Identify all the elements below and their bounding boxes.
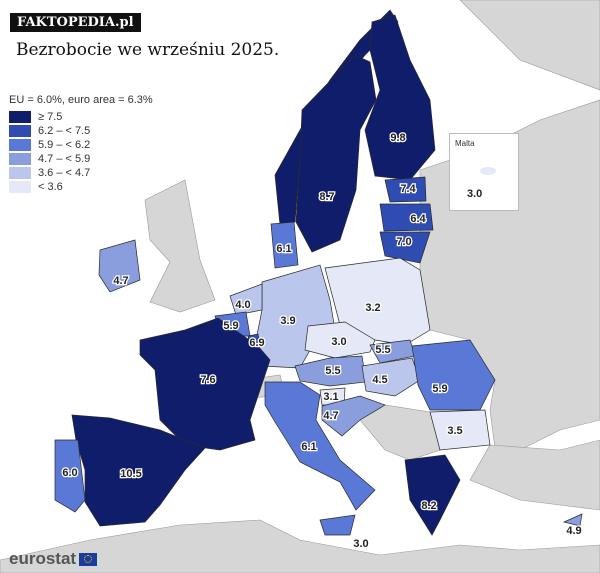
legend-swatch [9, 167, 31, 179]
legend-label: 5.9 – < 6.2 [38, 139, 91, 151]
legend-swatch [9, 125, 31, 137]
region-it-sicily [319, 514, 356, 536]
legend-label: < 3.6 [38, 181, 63, 193]
value-label-mt: 3.0 [353, 538, 368, 550]
legend-label: ≥ 7.5 [38, 111, 63, 123]
region-dk [270, 221, 299, 269]
eu-flag-icon [79, 552, 98, 566]
value-label-fi: 9.8 [390, 132, 405, 144]
legend-header: EU = 6.0%, euro area = 6.3% [9, 94, 153, 106]
brand-watermark: FAKTOPEDIA.pl [10, 13, 141, 32]
legend-item: 6.2 – < 7.5 [9, 124, 153, 138]
value-label-pl: 3.2 [365, 302, 380, 314]
value-label-hu: 4.5 [372, 374, 387, 386]
value-label-se: 8.7 [319, 191, 334, 203]
region-hr [321, 395, 386, 437]
region-gr [404, 454, 461, 536]
region-nl [229, 283, 263, 316]
region-ee [384, 176, 427, 203]
legend-label: 6.2 – < 7.5 [38, 125, 91, 137]
value-label-lu: 6.9 [249, 337, 264, 349]
region-se [295, 54, 377, 253]
legend-swatch [9, 139, 31, 151]
logo-text: eurostat [9, 549, 77, 568]
value-label-hr: 4.7 [323, 410, 338, 422]
legend-swatch [9, 181, 31, 193]
region-es [71, 414, 206, 527]
legend-item: < 3.6 [9, 180, 153, 194]
legend-item: 5.9 – < 6.2 [9, 138, 153, 152]
region-it [264, 381, 376, 511]
value-label-cy: 4.9 [566, 525, 581, 537]
value-label-it: 6.1 [301, 441, 316, 453]
value-label-lt: 7.0 [396, 236, 411, 248]
inset-name: Malta [455, 139, 475, 148]
legend-item: ≥ 7.5 [9, 110, 153, 124]
region-hu [361, 357, 421, 397]
region-lt [379, 231, 431, 264]
legend: EU = 6.0%, euro area = 6.3% ≥ 7.5 6.2 – … [9, 94, 153, 194]
region-bg [429, 409, 491, 451]
legend-item: 3.6 – < 4.7 [9, 166, 153, 180]
region-lv [379, 203, 434, 232]
region-cy [562, 513, 583, 527]
legend-swatch [9, 111, 31, 123]
legend-item: 4.7 – < 5.9 [9, 152, 153, 166]
legend-label: 3.6 – < 4.7 [38, 167, 91, 179]
value-label-lv: 6.4 [410, 213, 426, 225]
value-label-be: 5.9 [223, 320, 238, 332]
legend-label: 4.7 – < 5.9 [38, 153, 91, 165]
value-label-de: 3.9 [280, 315, 295, 327]
value-label-bg: 3.5 [447, 425, 462, 437]
region-ie [98, 239, 141, 293]
region-pt [54, 439, 86, 513]
value-label-ro: 5.9 [432, 383, 447, 395]
legend-swatch [9, 153, 31, 165]
value-label-pt: 6.0 [62, 467, 77, 479]
value-label-fr: 7.6 [200, 374, 215, 386]
region-cz [304, 321, 376, 359]
value-label-si: 3.1 [323, 391, 338, 403]
malta-shape [480, 167, 496, 175]
value-label-at: 5.5 [325, 365, 340, 377]
value-label-ee: 7.4 [400, 183, 416, 195]
region-fr [139, 317, 271, 451]
value-label-cz: 3.0 [331, 336, 346, 348]
malta-inset: Malta 3.0 [449, 133, 519, 211]
value-label-sk: 5.5 [375, 344, 390, 356]
eurostat-logo: eurostat [9, 549, 98, 569]
value-label-dk: 6.1 [276, 243, 291, 255]
page-title: Bezrobocie we wrześniu 2025. [14, 40, 282, 60]
value-label-gr: 8.2 [421, 500, 436, 512]
value-label-nl: 4.0 [235, 299, 250, 311]
value-label-es: 10.5 [120, 468, 141, 480]
inset-value: 3.0 [467, 188, 483, 200]
value-label-ie: 4.7 [113, 275, 128, 287]
